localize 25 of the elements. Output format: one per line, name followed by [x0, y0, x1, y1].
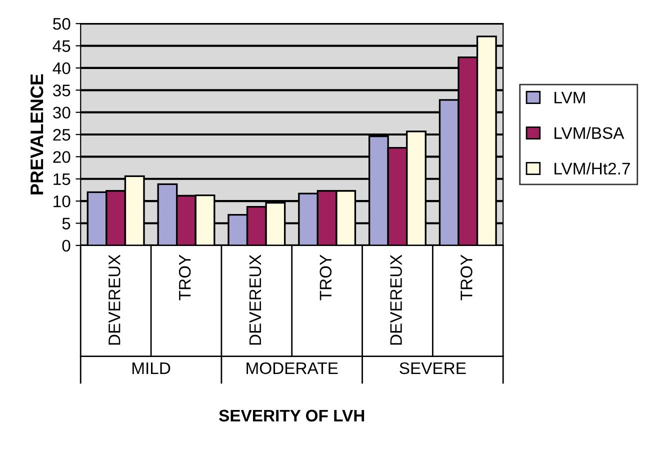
y-tick-label: 0	[62, 240, 70, 252]
y-tick-label: 5	[62, 218, 70, 230]
x-axis-title: SEVERITY OF LVH	[219, 410, 364, 422]
text: MODERATE	[246, 362, 338, 374]
text: MILD	[132, 362, 170, 374]
x-tick-label: DEVEREUX	[108, 254, 120, 345]
y-tick-label: 45	[52, 40, 70, 52]
y-tick-label: 35	[53, 84, 70, 96]
legend-label: LVM	[554, 92, 585, 104]
y-tick-label: 15	[54, 173, 70, 186]
text: SEVERE	[400, 362, 466, 374]
y-tick-label: 50	[53, 18, 70, 30]
x-tick-label: DEVEREUX	[390, 254, 402, 345]
y-tick-label: 10	[54, 195, 70, 208]
x-tick-label: TROY	[178, 254, 191, 300]
y-tick-label: 40	[52, 62, 70, 74]
x-tick-label: TROY	[320, 254, 332, 300]
legend-label: LVM/BSA	[554, 126, 624, 139]
y-tick-label: 20	[53, 151, 70, 163]
y-tick-label: 30	[53, 106, 70, 119]
y-axis-title: PREVALENCE	[30, 74, 44, 194]
y-tick-label: 25	[53, 128, 70, 141]
x-tick-label: TROY	[460, 254, 472, 300]
legend-label: LVM/Ht2.7	[554, 162, 630, 175]
x-tick-label: DEVEREUX	[250, 254, 262, 345]
